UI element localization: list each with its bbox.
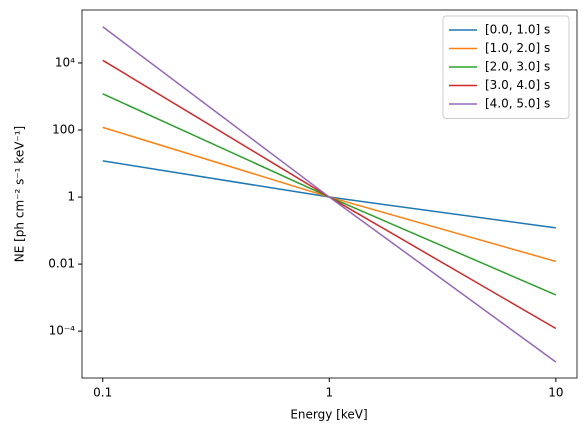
y-axis-label: NE [ph cm⁻² s⁻¹ keV⁻¹] <box>13 126 27 263</box>
y-tick-label: 100 <box>52 123 75 137</box>
y-tick-label: 0.01 <box>48 257 75 271</box>
y-tick-label: 10⁴ <box>55 55 75 69</box>
y-tick-label: 1 <box>67 190 75 204</box>
x-tick-label: 0.1 <box>93 386 112 400</box>
y-tick-label: 10⁻⁴ <box>49 324 76 338</box>
legend-label: [0.0, 1.0] s <box>485 23 550 37</box>
legend-label: [3.0, 4.0] s <box>485 78 550 92</box>
legend-label: [2.0, 3.0] s <box>485 60 550 74</box>
plot-frame <box>81 9 578 379</box>
x-tick-label: 1 <box>325 386 333 400</box>
series-line <box>102 93 557 296</box>
legend: [0.0, 1.0] s [1.0, 2.0] s [2.0, 3.0] s [3.0… <box>442 15 570 119</box>
series-line <box>102 160 556 229</box>
legend-label: [4.0, 5.0] s <box>485 97 550 111</box>
x-tick-label: 10 <box>548 386 563 400</box>
legend-label: [1.0, 2.0] s <box>485 41 550 55</box>
legend-box <box>442 15 570 119</box>
x-axis-label: Energy [keV] <box>290 408 367 422</box>
series-line <box>102 26 557 363</box>
series-line <box>102 126 557 263</box>
